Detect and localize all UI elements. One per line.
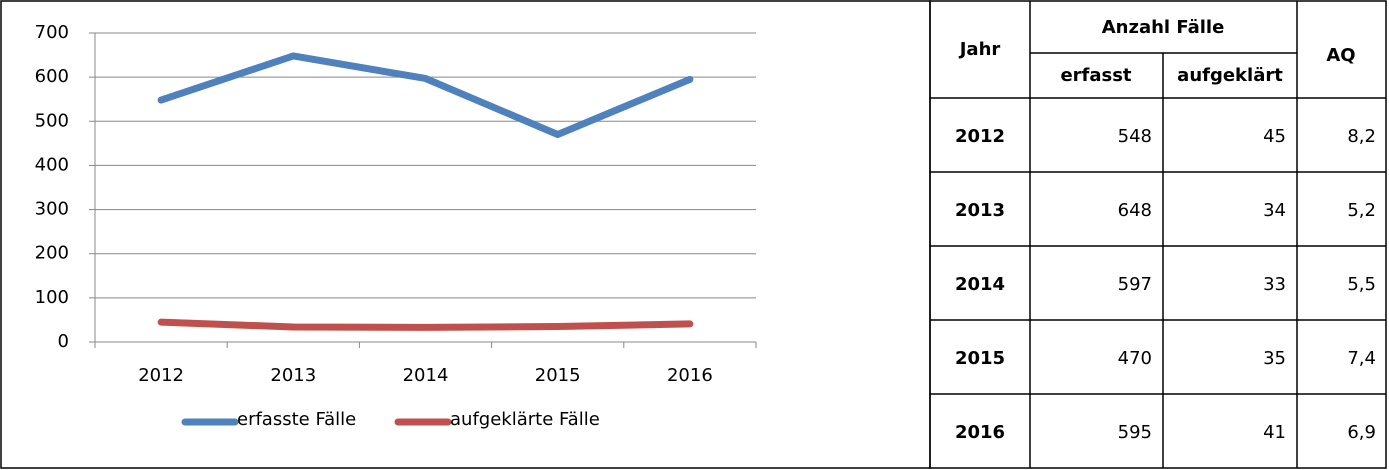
- legend-label: erfasste Fälle: [237, 409, 356, 430]
- table-lines: [1029, 1, 1298, 468]
- chart-frame: [0, 0, 931, 469]
- header-col: aufgeklärt: [1177, 65, 1283, 86]
- cell: 2015: [955, 348, 1005, 369]
- y-tick-label: 600: [35, 66, 69, 87]
- cell: 2013: [955, 200, 1005, 221]
- header-col: erfasst: [1060, 65, 1131, 86]
- cell: 2014: [955, 274, 1005, 295]
- cell: 2012: [955, 126, 1005, 147]
- cell: 5,2: [1347, 200, 1376, 221]
- cell: 33: [1263, 274, 1286, 295]
- header-aq: AQ: [1326, 45, 1355, 66]
- y-tick-label: 400: [35, 154, 69, 175]
- cell: 8,2: [1347, 126, 1376, 147]
- cell: 34: [1263, 200, 1286, 221]
- cell: 548: [1118, 126, 1152, 147]
- x-tick-label: 2016: [667, 365, 713, 386]
- x-tick-label: 2012: [138, 365, 184, 386]
- cell: 7,4: [1347, 348, 1376, 369]
- y-tick-label: 500: [35, 110, 69, 131]
- x-tick-label: 2015: [535, 365, 581, 386]
- x-tick-label: 2013: [270, 365, 316, 386]
- y-tick-label: 200: [35, 243, 69, 264]
- cell: 5,5: [1347, 274, 1376, 295]
- y-tick-label: 300: [35, 199, 69, 220]
- y-tick-label: 100: [35, 287, 69, 308]
- cell: 648: [1118, 200, 1152, 221]
- cell: 35: [1263, 348, 1286, 369]
- cell: 45: [1263, 126, 1286, 147]
- cell: 41: [1263, 422, 1286, 443]
- legend-label: aufgeklärte Fälle: [450, 409, 600, 430]
- header-group: Anzahl Fälle: [1102, 17, 1225, 38]
- x-tick-label: 2014: [403, 365, 449, 386]
- series-line: [157, 52, 694, 139]
- cell: 6,9: [1347, 422, 1376, 443]
- header-year: Jahr: [958, 39, 1001, 60]
- cell: 597: [1118, 274, 1152, 295]
- cell: 2016: [955, 422, 1005, 443]
- y-tick-label: 700: [35, 22, 69, 43]
- cell: 470: [1118, 348, 1152, 369]
- y-tick-label: 0: [58, 331, 69, 352]
- series-line: [157, 318, 694, 331]
- table-frame: [929, 0, 1387, 469]
- cell: 595: [1118, 422, 1152, 443]
